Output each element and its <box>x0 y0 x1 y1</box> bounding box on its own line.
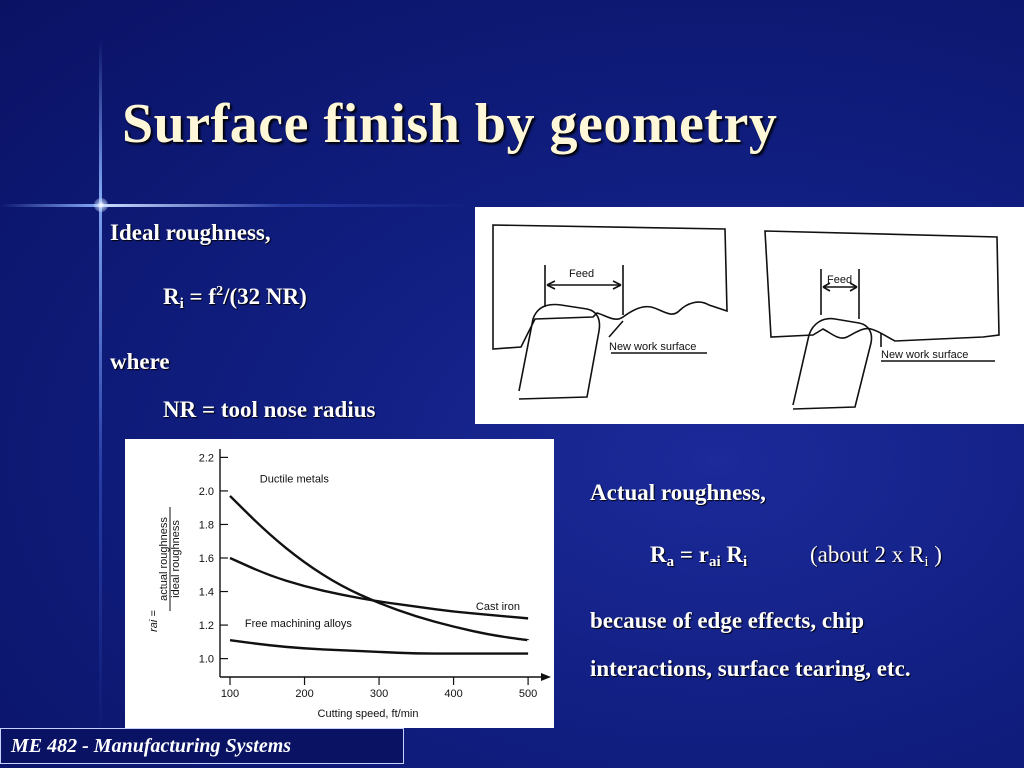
approx-suffix: ) <box>928 542 942 567</box>
decor-sparkle <box>94 198 108 212</box>
y-axis-label: rai = actual roughness ideal roughness <box>148 517 182 632</box>
footer-course-label: ME 482 - Manufacturing Systems <box>11 735 292 757</box>
actual-formula-eq: = r <box>674 542 709 567</box>
actual-reason-line2: interactions, surface tearing, etc. <box>590 656 911 681</box>
ideal-heading: Ideal roughness, <box>110 220 271 245</box>
formula-r: R <box>163 284 180 309</box>
x-tick-label-300: 300 <box>370 688 388 700</box>
footer-box: ME 482 - Manufacturing Systems <box>0 728 404 764</box>
x-tick-label-500: 500 <box>519 688 537 700</box>
actual-formula-ri-sub: i <box>743 554 748 570</box>
actual-formula-r-sub: a <box>666 554 675 570</box>
actual-formula-ri: R <box>720 542 743 567</box>
formula-r-sub: i <box>179 296 184 312</box>
series-label-ductile-metals: Ductile metals <box>260 474 330 486</box>
actual-heading: Actual roughness, <box>590 480 766 505</box>
y-tick-label-2.2: 2.2 <box>199 452 214 464</box>
where-label: where <box>110 349 170 374</box>
tool-right <box>792 317 873 410</box>
series-line-cast-iron <box>229 556 529 620</box>
formula-exp: 2 <box>216 284 224 299</box>
y-tick-label-1.0: 1.0 <box>199 654 214 666</box>
actual-formula: Ra = rai Ri <box>650 542 747 571</box>
formula-f: = f <box>183 284 217 309</box>
feed-label-left: Feed <box>569 268 594 280</box>
actual-formula-rai-sub: ai <box>708 554 721 570</box>
decor-horizontal-line <box>0 204 470 207</box>
chart-svg: rai = actual roughness ideal roughness C… <box>148 449 551 720</box>
x-axis-arrow <box>541 673 551 681</box>
series-line-free-machining-alloys <box>229 638 529 655</box>
actual-formula-r: R <box>650 542 667 567</box>
workpiece-right <box>764 230 1000 342</box>
surface-label-right: New work surface <box>881 349 968 361</box>
ideal-formula: Ri = f2/(32 NR) <box>163 284 307 313</box>
series-label-cast-iron: Cast iron <box>476 601 520 613</box>
y-tick-label-2.0: 2.0 <box>199 486 214 498</box>
approx-prefix: (about 2 x R <box>810 542 925 567</box>
decor-vertical-line <box>99 40 102 740</box>
x-tick-label-100: 100 <box>221 688 239 700</box>
series-label-free-machining-alloys: Free machining alloys <box>245 618 352 630</box>
roughness-ratio-chart: rai = actual roughness ideal roughness C… <box>125 439 554 728</box>
y-axis-symbol: rai = <box>148 610 160 632</box>
y-tick-label-1.4: 1.4 <box>199 587 214 599</box>
tool-geometry-diagram: Feed Feed New work surface New work surf… <box>475 207 1024 424</box>
tool-geometry-svg: Feed Feed New work surface New work surf… <box>492 224 1000 410</box>
y-tick-label-1.6: 1.6 <box>199 553 214 565</box>
surface-label-left: New work surface <box>609 341 696 353</box>
slide-title: Surface finish by geometry <box>122 93 778 155</box>
feed-label-right: Feed <box>827 274 852 286</box>
y-tick-label-1.2: 1.2 <box>199 620 214 632</box>
nose-radius-definition: NR = tool nose radius <box>163 397 376 422</box>
y-axis-numerator: actual roughness <box>158 517 170 601</box>
y-axis-denominator: ideal roughness <box>170 520 182 598</box>
series-line-ductile-metals <box>229 495 529 642</box>
formula-rhs: /(32 NR) <box>223 284 307 309</box>
approx-note: (about 2 x Ri ) <box>810 542 942 571</box>
workpiece-left <box>492 224 728 350</box>
approx-sub: i <box>924 554 929 570</box>
x-tick-label-200: 200 <box>295 688 313 700</box>
x-axis-label: Cutting speed, ft/min <box>318 708 419 720</box>
x-tick-label-400: 400 <box>444 688 462 700</box>
tool-left <box>518 303 601 400</box>
y-tick-label-1.8: 1.8 <box>199 519 214 531</box>
actual-reason-line1: because of edge effects, chip <box>590 608 865 633</box>
